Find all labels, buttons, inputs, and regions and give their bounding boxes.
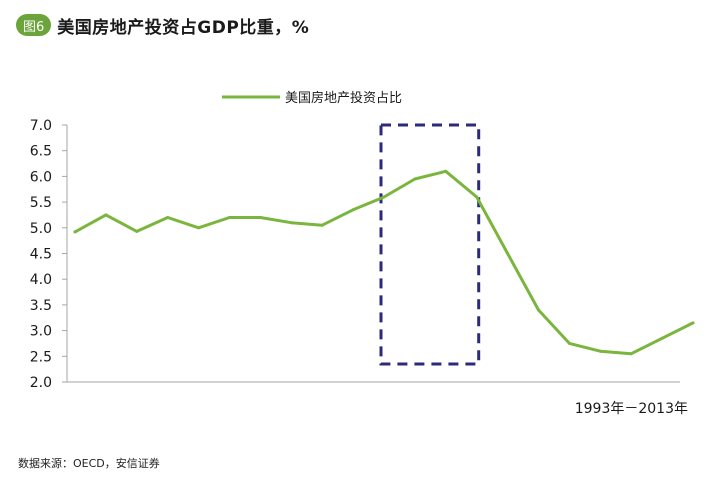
data-point bbox=[537, 308, 540, 312]
data-point bbox=[351, 208, 355, 212]
data-point bbox=[166, 216, 170, 219]
highlight-box bbox=[379, 123, 481, 366]
y-tick-label: 4.0 bbox=[30, 272, 52, 288]
data-point bbox=[73, 230, 77, 234]
legend-label: 美国房地产投资占比 bbox=[285, 90, 402, 106]
data-point bbox=[598, 349, 602, 353]
source-note: 数据来源：OECD，安信证券 bbox=[18, 457, 160, 470]
y-tick-label: 3.5 bbox=[30, 298, 52, 314]
data-point bbox=[629, 352, 633, 356]
data-point bbox=[444, 169, 448, 173]
chart-header: 图6 美国房地产投资占GDP比重，% bbox=[16, 12, 309, 38]
y-tick-label: 2.5 bbox=[30, 349, 52, 365]
data-point bbox=[660, 336, 664, 340]
data-point bbox=[289, 221, 293, 225]
series-line bbox=[73, 169, 695, 356]
y-tick-label: 6.0 bbox=[30, 169, 52, 185]
x-axis-label: 1993年－2013年 bbox=[575, 401, 688, 417]
data-point bbox=[413, 177, 417, 181]
y-tick-label: 7.0 bbox=[30, 118, 52, 134]
figure-number-badge: 图6 bbox=[16, 14, 52, 36]
data-point bbox=[691, 321, 695, 325]
y-tick-label: 4.5 bbox=[30, 247, 52, 263]
data-point bbox=[506, 252, 510, 255]
y-axis-ticks bbox=[62, 124, 67, 383]
data-point bbox=[258, 216, 262, 219]
data-point bbox=[382, 195, 386, 199]
chart-title: 美国房地产投资占GDP比重，% bbox=[57, 17, 310, 38]
y-tick-label: 2.0 bbox=[30, 375, 52, 391]
data-point bbox=[135, 229, 139, 233]
y-axis-tick-labels: 7.0 6.5 6.0 5.5 5.0 4.5 4.0 3.5 3.0 2.5 2.0 bbox=[30, 118, 52, 391]
data-point bbox=[197, 226, 201, 230]
legend: 美国房地产投资占比 bbox=[222, 90, 402, 106]
data-point bbox=[320, 223, 324, 227]
y-tick-label: 6.5 bbox=[30, 144, 52, 160]
data-point bbox=[475, 195, 479, 199]
data-point bbox=[228, 216, 231, 219]
data-point bbox=[567, 341, 571, 345]
data-point bbox=[104, 213, 108, 217]
y-tick-label: 5.0 bbox=[30, 221, 52, 237]
y-tick-label: 3.0 bbox=[30, 324, 52, 340]
data-points bbox=[73, 169, 695, 356]
y-tick-label: 5.5 bbox=[30, 195, 52, 211]
